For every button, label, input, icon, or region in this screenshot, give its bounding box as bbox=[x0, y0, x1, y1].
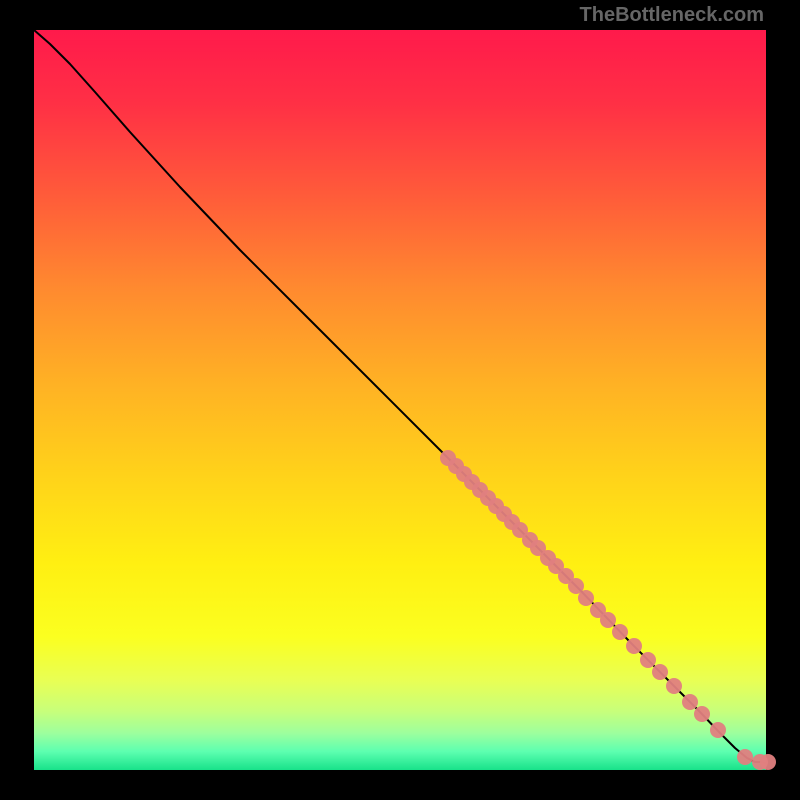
data-marker bbox=[626, 638, 642, 654]
data-marker bbox=[737, 749, 753, 765]
data-marker bbox=[710, 722, 726, 738]
data-marker bbox=[578, 590, 594, 606]
chart-svg bbox=[0, 0, 800, 800]
data-marker bbox=[666, 678, 682, 694]
data-marker bbox=[682, 694, 698, 710]
plot-background bbox=[34, 30, 766, 770]
data-marker bbox=[600, 612, 616, 628]
data-marker bbox=[760, 754, 776, 770]
data-marker bbox=[694, 706, 710, 722]
watermark-text: TheBottleneck.com bbox=[580, 4, 764, 27]
data-marker bbox=[640, 652, 656, 668]
figure-root: TheBottleneck.com bbox=[0, 0, 800, 800]
data-marker bbox=[652, 664, 668, 680]
data-marker bbox=[612, 624, 628, 640]
